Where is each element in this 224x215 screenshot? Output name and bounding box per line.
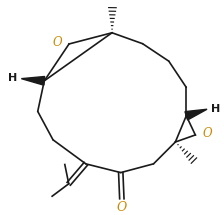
Text: H: H <box>211 104 220 114</box>
Text: H: H <box>9 73 18 83</box>
Polygon shape <box>185 109 207 120</box>
Text: O: O <box>53 36 62 49</box>
Polygon shape <box>21 77 45 85</box>
Text: O: O <box>202 127 212 140</box>
Text: O: O <box>117 201 127 214</box>
